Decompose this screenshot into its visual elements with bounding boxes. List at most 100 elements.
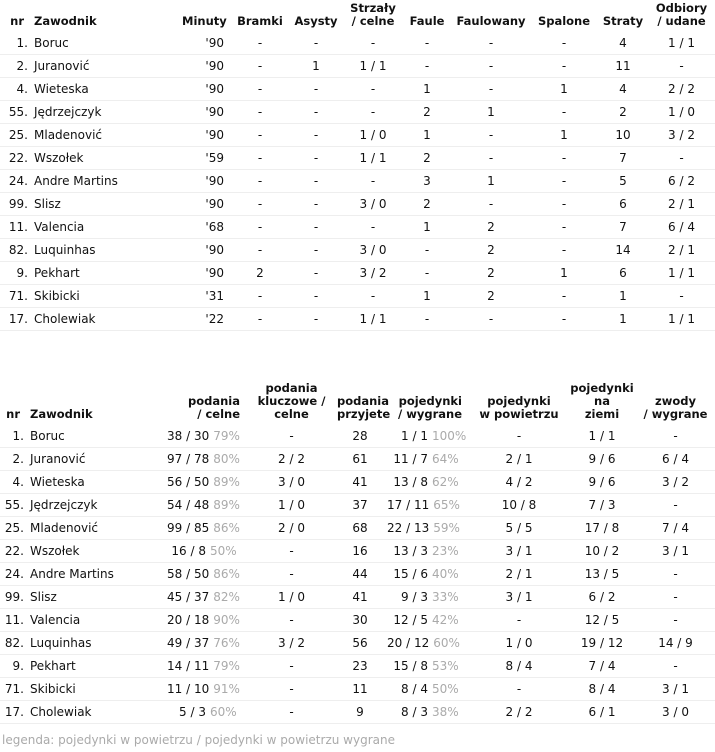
stat-cell: - <box>636 493 715 517</box>
stat-cell: 10 <box>598 123 648 147</box>
player-number: 2. <box>0 54 32 78</box>
stat-percent: 53% <box>432 659 459 673</box>
stat-cell: 30 <box>335 608 385 632</box>
stat-value: 8 / 3 <box>401 705 428 719</box>
stat-cell: 2 / 1 <box>470 447 568 471</box>
stat-cell: - <box>530 192 598 216</box>
stat-cell: '90 <box>180 100 232 124</box>
table-row: 2. Juranović 97 / 78 80% 2 / 2 61 11 / 7 64% 2 /… <box>0 447 715 471</box>
stat-cell: 5 / 5 <box>470 516 568 540</box>
stat-value: 49 / 37 <box>167 636 210 650</box>
player-number: 24. <box>0 562 28 586</box>
stat-cell: - <box>232 215 288 239</box>
stat-cell: - <box>402 54 452 78</box>
stat-cell: '90 <box>180 261 232 285</box>
legend-note: legenda: pojedynki w powietrzu / pojedyn… <box>2 733 395 747</box>
stat-cell: - <box>232 192 288 216</box>
stat-cell: - <box>636 608 715 632</box>
table-row: 2. Juranović '90-1 1 / 1- - -11- <box>0 54 715 78</box>
stat-cell: 1 / 1 <box>344 307 402 331</box>
stat-cell: 9 <box>335 700 385 724</box>
stat-cell: - <box>248 425 335 448</box>
player-number: 24. <box>0 169 32 193</box>
stat-value: 13 / 8 <box>393 475 428 489</box>
stat-cell: - <box>232 238 288 262</box>
player-number: 55. <box>0 100 32 124</box>
stat-cell: - <box>636 654 715 678</box>
stat-cell: - <box>636 562 715 586</box>
stat-cell: 58 / 50 86% <box>165 562 248 586</box>
stat-cell: 20 / 18 90% <box>165 608 248 632</box>
table-row: 24. Andre Martins 58 / 50 86% -44 15 / 6 40% 2 … <box>0 562 715 586</box>
player-name: Wieteska <box>32 77 180 101</box>
stat-cell: - <box>530 284 598 308</box>
stat-cell: - <box>288 77 344 101</box>
stat-value: 97 / 78 <box>167 452 210 466</box>
header-row: nr Zawodnik Minuty Bramki Asysty Strzały / ce… <box>0 0 715 32</box>
stat-cell: 61 <box>335 447 385 471</box>
player-name: Juranović <box>28 447 165 471</box>
stat-value: 17 / 11 <box>387 498 430 512</box>
table-row: 55. Jędrzejczyk 54 / 48 89% 1 / 0 37 17 / 11 65… <box>0 493 715 517</box>
stat-cell: '90 <box>180 77 232 101</box>
stat-value: 5 / 3 <box>179 705 206 719</box>
column-header: pojedynki w powietrzu <box>479 394 559 421</box>
stat-cell: 7 <box>598 146 648 170</box>
table-row: 1. Boruc '90- - - - - -4 1 / 1 <box>0 32 715 55</box>
stat-cell: 15 / 8 53% <box>385 654 470 678</box>
stat-cell: - <box>344 32 402 55</box>
stat-cell: 14 <box>598 238 648 262</box>
stat-cell: 1 / 1 <box>648 261 715 285</box>
player-number: 25. <box>0 123 32 147</box>
player-number: 4. <box>0 470 28 494</box>
table-row: 4. Wieteska 56 / 50 89% 3 / 0 41 13 / 8 62% 4 / … <box>0 470 715 494</box>
stat-cell: - <box>248 700 335 724</box>
stat-cell: - <box>232 100 288 124</box>
player-number: 11. <box>0 215 32 239</box>
player-name: Wszołek <box>28 539 165 563</box>
stat-percent: 79% <box>213 429 240 443</box>
stat-cell: - <box>402 261 452 285</box>
stat-cell: 11 / 10 91% <box>165 677 248 701</box>
stat-cell: 3 <box>402 169 452 193</box>
player-number: 1. <box>0 32 32 55</box>
stat-percent: 90% <box>213 613 240 627</box>
stat-cell: 8 / 4 <box>470 654 568 678</box>
stat-cell: - <box>232 32 288 55</box>
stat-cell: '90 <box>180 123 232 147</box>
stat-percent: 64% <box>432 452 459 466</box>
stat-cell: 1 <box>530 77 598 101</box>
stat-cell: 20 / 12 60% <box>385 631 470 655</box>
stat-value: 13 / 3 <box>393 544 428 558</box>
stat-cell: 12 / 5 <box>568 608 636 632</box>
stat-cell: - <box>470 425 568 448</box>
stat-cell: - <box>402 32 452 55</box>
stat-cell: - <box>648 284 715 308</box>
stat-cell: - <box>452 54 530 78</box>
stat-cell: - <box>248 539 335 563</box>
stat-cell: 22 / 13 59% <box>385 516 470 540</box>
player-name: Andre Martins <box>32 169 180 193</box>
stat-value: 12 / 5 <box>393 613 428 627</box>
stat-value: 8 / 4 <box>401 682 428 696</box>
stat-percent: 86% <box>213 521 240 535</box>
stat-cell: 9 / 6 <box>568 470 636 494</box>
table-row: 82. Luquinhas '90- -3 / 0-2-14 2 / 1 <box>0 238 715 262</box>
stat-cell: 2 / 1 <box>648 238 715 262</box>
stat-cell: 1 / 1 <box>344 146 402 170</box>
player-name: Skibicki <box>32 284 180 308</box>
stat-percent: 62% <box>432 475 459 489</box>
stat-cell: - <box>402 238 452 262</box>
stat-cell: 2 / 1 <box>470 562 568 586</box>
stat-cell: 1 / 0 <box>248 493 335 517</box>
stat-cell: '22 <box>180 307 232 331</box>
passing-table: nr Zawodnik podania / celne podania kluczow… <box>0 380 715 724</box>
table-row: 82. Luquinhas 49 / 37 76% 3 / 2 56 20 / 12 60% 1… <box>0 631 715 655</box>
stat-value: 14 / 11 <box>167 659 210 673</box>
stat-cell: 1 <box>452 169 530 193</box>
stat-cell: 6 <box>598 261 648 285</box>
stat-cell: 19 / 12 <box>568 631 636 655</box>
stat-percent: 50% <box>210 544 237 558</box>
